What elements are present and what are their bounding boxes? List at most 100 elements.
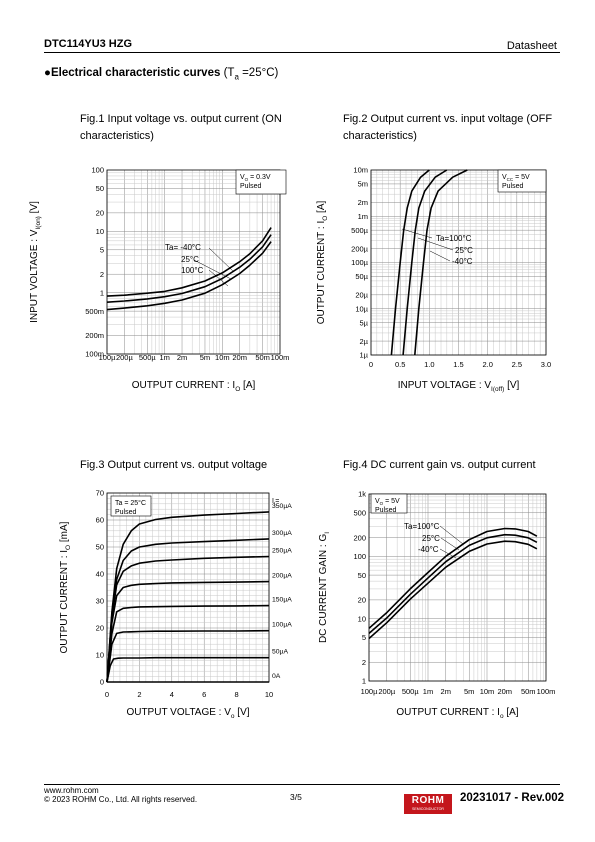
series-end-label: 200µA: [272, 573, 292, 580]
leader-line: [439, 525, 464, 545]
y-tick-label: 70: [96, 489, 104, 498]
y-axis-label: OUTPUT CURRENT : IO [A]: [316, 200, 329, 324]
x-tick-label: 20m: [497, 687, 512, 696]
section-condition-end: =25°C): [238, 67, 279, 79]
x-tick-label: 100m: [537, 687, 556, 696]
x-tick-label: 200µ: [116, 353, 134, 362]
section-title: ●Electrical characteristic curves (Ta =2…: [44, 67, 278, 81]
x-axis-label: OUTPUT CURRENT : IO [A]: [132, 380, 256, 393]
series-line: [106, 511, 270, 683]
conditions-text: Ta = 25°C: [115, 499, 146, 507]
y-tick-label: 30: [96, 597, 104, 606]
fig1-caption-line2: characteristics): [80, 130, 154, 142]
fig1-caption: Fig.1 Input voltage vs. output current (…: [80, 111, 320, 145]
series-end-label: 300µA: [272, 530, 292, 537]
x-tick-label: 200µ: [378, 687, 396, 696]
y-tick-label: 500µ: [351, 226, 369, 235]
series-line: [106, 580, 270, 683]
y-axis-label: INPUT VOLTAGE : VI(on) [V]: [29, 201, 42, 323]
chart-grid: [106, 170, 280, 355]
series-end-label: 250µA: [272, 547, 292, 554]
series-label: 25°C: [181, 255, 199, 264]
y-tick-label: 20: [358, 596, 366, 605]
y-tick-label: 1: [100, 288, 104, 297]
footer-website[interactable]: www.rohm.com: [44, 786, 99, 795]
y-tick-label: 1: [362, 677, 366, 686]
footer-copyright: © 2023 ROHM Co., Ltd. All rights reserve…: [44, 795, 198, 804]
y-tick-label: 50: [96, 184, 104, 193]
conditions-box: [497, 169, 547, 193]
y-tick-label: 500m: [85, 307, 104, 316]
y-tick-label: 2µ: [360, 337, 369, 346]
x-tick-label: 2m: [441, 687, 451, 696]
x-tick-label: 8: [235, 690, 239, 699]
conditions-text: Pulsed: [115, 509, 137, 516]
legend-title: II=: [272, 498, 279, 506]
fig3-caption-line1: Fig.3 Output current vs. output voltage: [80, 459, 268, 471]
y-tick-label: 1m: [358, 212, 368, 221]
leader-line: [439, 548, 457, 559]
series-end-label: 150µA: [272, 597, 292, 604]
series-line: [368, 533, 538, 635]
footer-divider: [44, 784, 560, 785]
y-tick-label: 100m: [85, 350, 104, 359]
series-label: 25°C: [422, 534, 440, 543]
y-tick-label: 10: [96, 651, 104, 660]
y-axis-label: OUTPUT CURRENT : IO [mA]: [59, 521, 72, 653]
x-tick-label: 3.0: [541, 360, 551, 369]
doc-type: Datasheet: [506, 40, 557, 52]
series-line: [414, 169, 468, 356]
plot-frame: [106, 169, 281, 355]
fig1-caption-line1: Fig.1 Input voltage vs. output current (…: [80, 113, 282, 125]
x-tick-label: 50m: [255, 353, 270, 362]
series-end-label: 0A: [272, 673, 281, 680]
series-label: 25°C: [455, 246, 473, 255]
x-tick-label: 6: [202, 690, 206, 699]
conditions-text: VCC = 5V: [502, 174, 530, 182]
series-lines: [390, 169, 468, 356]
y-tick-label: 200: [353, 533, 366, 542]
y-tick-label: 10: [96, 227, 104, 236]
series-line: [106, 629, 270, 683]
y-tick-label: 100: [91, 166, 104, 175]
series-label: Ta= -40°C: [165, 243, 201, 252]
series-label: -40°C: [418, 545, 439, 554]
y-tick-label: 10: [358, 614, 366, 623]
section-condition-text: (T: [223, 67, 235, 79]
x-tick-label: 0: [105, 690, 109, 699]
x-tick-label: 1.0: [424, 360, 434, 369]
x-tick-label: 5m: [464, 687, 474, 696]
x-tick-label: 10: [265, 690, 273, 699]
series-end-label: 50µA: [272, 649, 288, 656]
y-tick-label: 200m: [85, 331, 104, 340]
y-tick-label: 5µ: [360, 318, 369, 327]
bullet: ●: [44, 67, 51, 79]
y-tick-label: 1µ: [360, 351, 369, 360]
x-tick-label: 5m: [200, 353, 210, 362]
conditions-text: VO = 5V: [375, 498, 400, 506]
conditions-text: Pulsed: [240, 183, 262, 190]
leader-line: [417, 237, 454, 251]
fig4-caption: Fig.4 DC current gain vs. output current: [343, 457, 583, 474]
series-line: [368, 527, 538, 629]
series-lines: [106, 511, 270, 683]
x-tick-label: 20m: [232, 353, 247, 362]
x-tick-label: 0: [369, 360, 373, 369]
fig2-caption-line2: characteristics): [343, 130, 417, 142]
series-line: [402, 169, 448, 356]
y-tick-label: 1k: [358, 490, 366, 499]
leader-line: [440, 537, 460, 551]
section-title-text: Electrical characteristic curves: [50, 67, 221, 79]
series-line: [390, 169, 430, 356]
leader-line: [193, 259, 232, 280]
leader-line: [429, 250, 451, 262]
rohm-logo: ROHM SEMICONDUCTOR: [404, 794, 452, 814]
chart-grid: [368, 494, 546, 682]
logo-text: ROHM: [411, 795, 445, 806]
y-axis-label: DC CURRENT GAIN : GI: [318, 532, 331, 643]
x-tick-label: 50m: [521, 687, 536, 696]
series-lines: [106, 227, 272, 311]
series-lines: [368, 527, 538, 640]
